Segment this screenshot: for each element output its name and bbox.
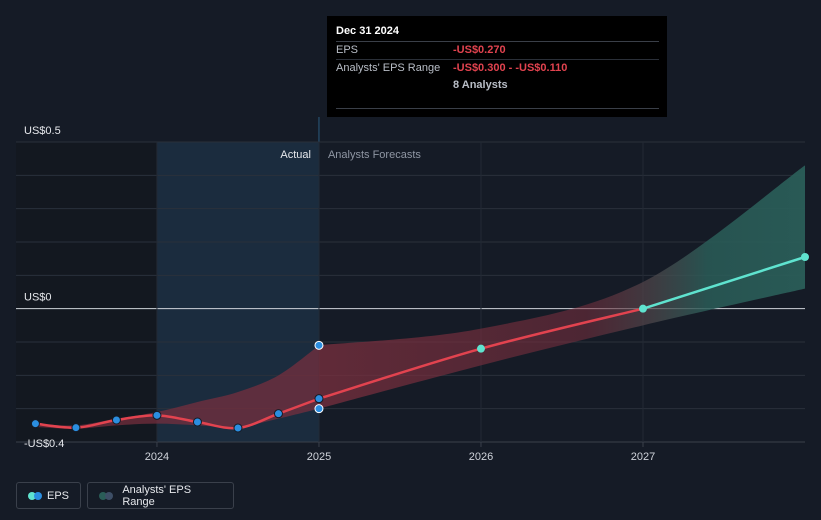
eps-actual-point xyxy=(152,410,162,420)
eps-actual-point xyxy=(314,394,324,404)
range-legend-icon xyxy=(99,491,114,500)
x-tick-label: 2027 xyxy=(631,451,655,463)
eps-actual-point xyxy=(192,417,202,427)
tooltip-eps-row: EPS -US$0.270 xyxy=(336,42,659,60)
legend-eps-label: EPS xyxy=(46,489,69,502)
analysts-eps-range-band xyxy=(318,165,805,409)
eps-forecast-point xyxy=(638,304,647,313)
tooltip-range-label: Analysts' EPS Range xyxy=(336,62,441,74)
eps-actual-point xyxy=(71,423,81,433)
eps-legend-icon xyxy=(28,491,42,500)
past-region-shade xyxy=(16,142,157,442)
eps-range-point xyxy=(314,404,324,414)
legend-eps-button[interactable]: EPS xyxy=(16,482,81,509)
tooltip-range-value: -US$0.300 - -US$0.110 xyxy=(453,62,568,74)
past-eps-range-band xyxy=(35,345,319,429)
eps-forecast-positive-line xyxy=(642,255,806,310)
tooltip-eps-label: EPS xyxy=(336,44,359,56)
legend-range-button[interactable]: Analysts' EPS Range xyxy=(87,482,234,509)
eps-actual-point xyxy=(111,415,121,425)
eps-forecast-point xyxy=(801,253,809,261)
legend-range-label: Analysts' EPS Range xyxy=(122,483,192,508)
tooltip-divider xyxy=(336,108,659,109)
eps-actual-point xyxy=(273,409,283,419)
eps-range-point xyxy=(314,340,324,350)
x-tick-label: 2025 xyxy=(307,451,331,463)
eps-forecast-point xyxy=(476,344,485,353)
x-tick-label: 2026 xyxy=(469,451,493,463)
tooltip-analysts-row: 8 Analysts xyxy=(336,77,659,94)
tooltip-date: Dec 31 2024 xyxy=(336,24,659,42)
eps-tooltip: Dec 31 2024 EPS -US$0.270 Analysts' EPS … xyxy=(327,16,667,117)
y-tick-label: -US$0.4 xyxy=(24,438,64,450)
forecast-region-label: Analysts Forecasts xyxy=(328,149,421,161)
eps-actual-point xyxy=(30,419,40,429)
y-tick-label: US$0 xyxy=(24,292,52,304)
tooltip-eps-value: -US$0.270 xyxy=(453,44,506,56)
eps-actual-point xyxy=(233,423,243,433)
y-tick-label: US$0.5 xyxy=(24,125,61,137)
actual-region-label: Actual xyxy=(280,149,311,161)
x-tick-label: 2024 xyxy=(145,451,169,463)
tooltip-analysts-count: 8 Analysts xyxy=(453,79,508,91)
tooltip-range-row: Analysts' EPS Range -US$0.300 - -US$0.11… xyxy=(336,60,659,77)
